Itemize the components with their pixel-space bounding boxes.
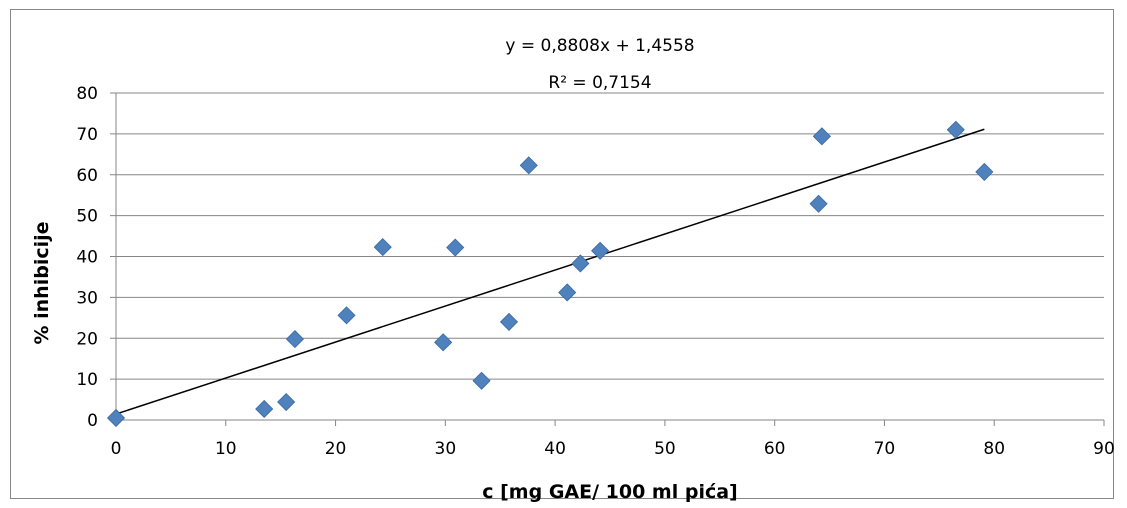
r-squared-label: R² = 0,7154 — [548, 73, 651, 93]
data-points — [106, 120, 994, 428]
data-point — [558, 283, 577, 302]
data-point — [946, 120, 965, 139]
y-tick-label: 10 — [76, 370, 98, 390]
x-tick-label: 80 — [983, 439, 1005, 459]
y-tick-label: 30 — [76, 288, 98, 308]
data-point — [277, 392, 296, 412]
data-point — [446, 238, 465, 257]
data-point — [255, 399, 274, 419]
data-point — [571, 254, 590, 273]
x-tick-label: 0 — [111, 439, 122, 459]
chart-frame — [10, 9, 1114, 499]
trendline — [115, 128, 985, 415]
data-point — [337, 306, 356, 325]
x-axis-title: c [mg GAE/ 100 ml pića] — [482, 481, 738, 503]
y-axis-title: % inhibicije — [31, 221, 53, 344]
data-point — [106, 408, 126, 428]
y-tick-label: 40 — [76, 248, 98, 268]
data-point — [472, 371, 491, 390]
data-point — [499, 312, 519, 331]
data-point — [975, 162, 994, 181]
y-tick-labels: 0 10 20 30 40 50 60 70 80 — [76, 84, 98, 431]
x-tick-label: 10 — [215, 439, 237, 459]
x-tick-label: 90 — [1093, 439, 1115, 459]
data-point — [373, 238, 392, 257]
x-tick-label: 30 — [435, 439, 457, 459]
data-point — [591, 241, 610, 260]
data-point — [285, 330, 305, 349]
data-point — [434, 333, 453, 352]
data-point — [812, 127, 831, 146]
x-tick-labels: 0 10 20 30 40 50 60 70 80 90 — [111, 439, 1115, 459]
x-tick-label: 50 — [654, 439, 676, 459]
y-tick-label: 60 — [76, 166, 98, 186]
x-tick-label: 70 — [874, 439, 896, 459]
y-tick-label: 70 — [76, 125, 98, 145]
x-tick-label: 60 — [764, 439, 786, 459]
y-tick-label: 20 — [76, 329, 98, 349]
data-point — [809, 194, 828, 213]
data-point — [519, 156, 538, 175]
y-tick-label: 80 — [76, 84, 98, 104]
axes — [115, 93, 1105, 426]
x-tick-label: 20 — [325, 439, 347, 459]
y-tick-label: 50 — [76, 207, 98, 227]
y-tick-label: 0 — [87, 411, 98, 431]
x-tick-label: 40 — [544, 439, 566, 459]
gridlines — [110, 92, 1104, 421]
trendline-equation: y = 0,8808x + 1,4558 — [505, 36, 694, 56]
